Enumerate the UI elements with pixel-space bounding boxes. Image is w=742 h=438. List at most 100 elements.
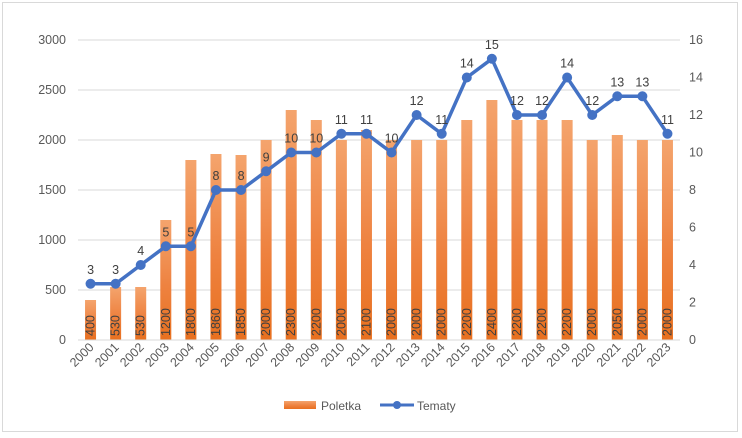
line-point (537, 110, 548, 120)
right-y-axis: 0 2 4 6 8 10 12 14 16 (689, 33, 703, 347)
line-point (336, 128, 347, 139)
bar (85, 300, 97, 340)
legend-swatch-tematy-marker (393, 401, 401, 409)
y-left-tick-label: 2500 (38, 83, 66, 97)
x-tick-label: 2009 (293, 340, 323, 370)
bar (661, 140, 673, 340)
line-data-label: 11 (661, 113, 674, 127)
x-tick-label: 2020 (569, 340, 599, 370)
x-tick-label: 2005 (193, 340, 223, 370)
line-point (461, 72, 472, 83)
bar-data-label: 2200 (309, 308, 323, 336)
bar-data-label: 2300 (284, 308, 298, 336)
bar (386, 140, 398, 340)
y-right-tick-label: 10 (689, 146, 703, 160)
bar (285, 110, 297, 340)
line-data-label: 8 (212, 169, 219, 183)
x-tick-label: 2007 (243, 340, 273, 370)
bar-data-label: 1860 (209, 308, 223, 336)
x-tick-label: 2010 (318, 340, 348, 370)
bar-data-label: 2000 (410, 308, 424, 336)
x-tick-label: 2012 (368, 340, 398, 370)
line-data-label: 5 (162, 225, 169, 239)
x-tick-label: 2011 (344, 340, 373, 369)
y-right-tick-label: 6 (689, 221, 696, 235)
bar (260, 140, 272, 340)
bar-data-label: 2000 (585, 308, 599, 336)
line-data-label: 10 (309, 132, 323, 146)
line-data-labels: 3 3 4 5 5 8 8 9 10 10 11 11 10 12 11 14 15 12 12 14 12 13 13 11 (87, 38, 674, 277)
y-right-tick-label: 0 (689, 333, 696, 347)
line-point (511, 110, 522, 120)
y-left-tick-label: 2000 (38, 133, 66, 147)
left-y-axis: 0 500 1000 1500 2000 2500 3000 (38, 33, 66, 347)
bar (436, 140, 448, 340)
bar-data-label: 2200 (460, 308, 474, 336)
line-data-label: 4 (137, 244, 144, 258)
line-data-label: 9 (263, 150, 270, 164)
bar (486, 100, 498, 340)
line-point (185, 241, 196, 252)
bar (360, 130, 372, 340)
combo-chart: 400 530 530 1200 1800 1860 1850 2000 2300 2200 200… (38, 33, 703, 413)
line-point (587, 110, 598, 120)
bar (461, 120, 473, 340)
y-left-tick-label: 1500 (38, 183, 66, 197)
line-point (286, 147, 297, 158)
line-point (662, 128, 673, 139)
bar-data-label: 2200 (560, 308, 574, 336)
line-point (311, 147, 322, 158)
bar-data-label: 2000 (385, 308, 399, 336)
line-data-label: 8 (238, 169, 245, 183)
line-data-label: 15 (485, 38, 499, 52)
x-tick-label: 2017 (494, 340, 524, 370)
bar-data-label: 2000 (660, 308, 674, 336)
line-data-label: 3 (112, 263, 119, 277)
line-point (386, 147, 397, 158)
x-tick-label: 2023 (644, 340, 674, 370)
bar-data-label: 1800 (184, 308, 198, 336)
line-data-label: 12 (535, 94, 549, 108)
bar (335, 140, 347, 340)
bar-data-label: 1850 (234, 308, 248, 336)
bar-data-label: 2000 (259, 308, 273, 336)
bar-data-label: 2100 (359, 308, 373, 336)
line-data-label: 10 (284, 132, 298, 146)
x-tick-label: 2013 (393, 340, 423, 370)
legend: Poletka Tematy (284, 399, 456, 413)
bar (135, 287, 147, 340)
x-tick-label: 2000 (67, 340, 97, 370)
bar-data-label: 2000 (635, 308, 649, 336)
line-point (210, 185, 221, 195)
bar (235, 155, 247, 340)
y-left-tick-label: 500 (45, 283, 66, 297)
x-tick-label: 2019 (544, 340, 574, 370)
x-axis: 2000200120022003200420052006200720082009… (67, 339, 680, 370)
bar-data-label: 2000 (435, 308, 449, 336)
legend-swatch-poletka (284, 401, 316, 409)
line-data-label: 14 (560, 57, 574, 71)
line-data-label: 13 (610, 75, 624, 89)
y-right-tick-label: 14 (689, 71, 703, 85)
bar-data-label: 2200 (510, 308, 524, 336)
y-right-tick-label: 2 (689, 296, 696, 310)
bar-data-labels: 400 530 530 1200 1800 1860 1850 2000 2300 2200 200… (84, 308, 675, 336)
tematy-line (90, 57, 669, 286)
line-point (361, 128, 372, 139)
y-right-tick-label: 8 (689, 183, 696, 197)
bar-data-label: 2050 (610, 308, 624, 336)
bar (411, 140, 423, 340)
line-data-label: 14 (460, 57, 474, 71)
bar (586, 140, 598, 340)
x-tick-label: 2015 (443, 340, 473, 370)
x-tick-label: 2003 (142, 340, 172, 370)
line-point (562, 72, 573, 83)
bar (110, 287, 122, 340)
line-data-label: 3 (87, 263, 94, 277)
y-left-tick-label: 3000 (38, 33, 66, 47)
bar (511, 120, 523, 340)
x-tick-label: 2006 (218, 340, 248, 370)
line-point (135, 260, 146, 270)
bar-data-label: 1200 (159, 308, 173, 336)
x-tick-label: 2008 (268, 340, 298, 370)
